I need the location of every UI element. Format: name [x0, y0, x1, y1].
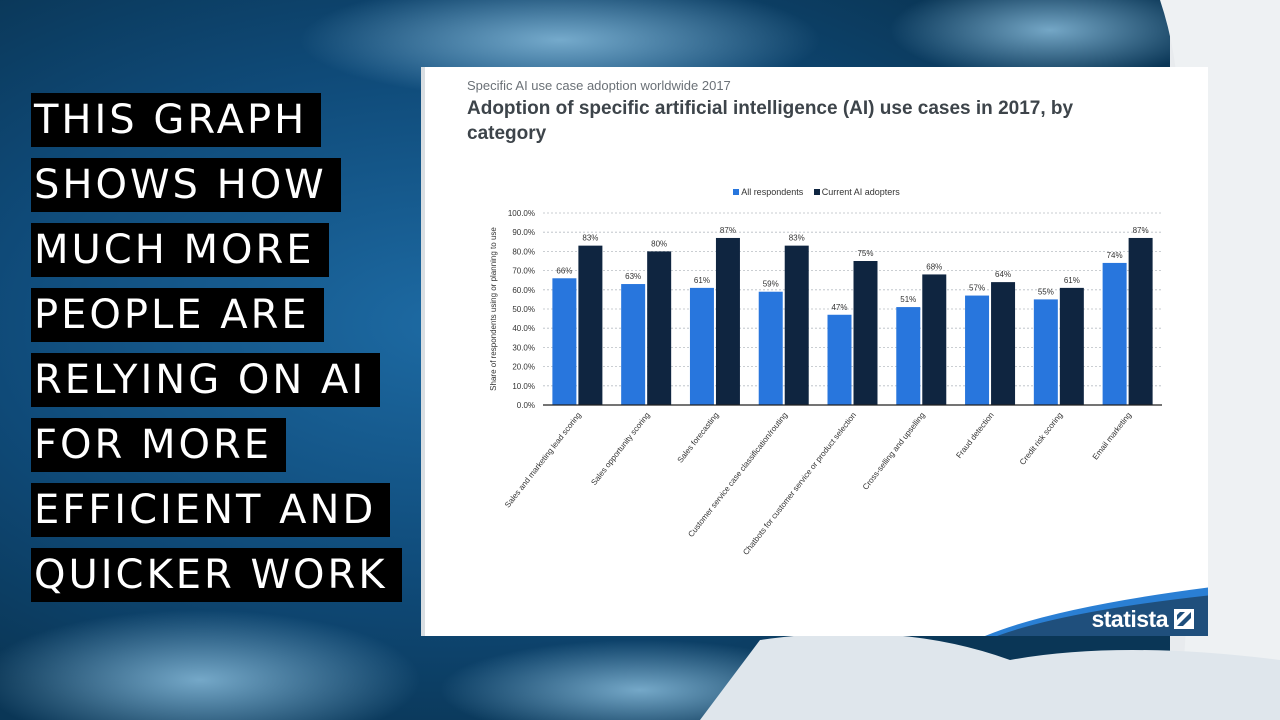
statista-brand: statista	[1091, 606, 1194, 632]
slide-caption: THIS GRAPH SHOWS HOW MUCH MORE PEOPLE AR…	[31, 93, 411, 613]
caption-line: QUICKER WORK	[31, 548, 402, 602]
legend-item-current-ai-adopters[interactable]: Current AI adopters	[813, 187, 900, 197]
bar	[552, 278, 577, 405]
y-tick-label: 30.0%	[512, 343, 535, 352]
y-tick-label: 0.0%	[517, 401, 535, 410]
data-label: 87%	[1133, 226, 1149, 235]
y-axis-label: Share of respondents using or planning t…	[489, 227, 498, 391]
y-tick-label: 90.0%	[512, 228, 535, 237]
y-tick-label: 20.0%	[512, 363, 535, 372]
legend-item-all-respondents[interactable]: All respondents	[733, 187, 803, 197]
legend-swatch	[813, 189, 820, 195]
y-tick-label: 70.0%	[512, 267, 535, 276]
data-label: 66%	[556, 266, 572, 275]
data-label: 51%	[900, 295, 916, 304]
x-tick-label: Email marketing	[1091, 411, 1133, 462]
caption-line: THIS GRAPH	[31, 93, 322, 147]
data-label: 61%	[1064, 276, 1080, 285]
chart-title: Adoption of specific artificial intellig…	[467, 98, 1074, 144]
x-tick-label: Fraud detection	[954, 411, 995, 460]
data-label: 47%	[831, 303, 847, 312]
chart-legend: All respondents Current AI adopters	[425, 187, 1208, 197]
bar	[784, 245, 809, 405]
y-tick-label: 50.0%	[512, 305, 535, 314]
statista-logo-icon	[1174, 609, 1194, 629]
data-label: 80%	[651, 239, 667, 248]
y-tick-label: 80.0%	[512, 247, 535, 256]
data-label: 55%	[1038, 287, 1054, 296]
brand-wave	[985, 587, 1208, 636]
legend-swatch	[733, 189, 740, 195]
bar	[621, 284, 646, 405]
bar	[991, 282, 1016, 405]
bar	[1128, 237, 1153, 405]
data-label: 83%	[789, 234, 805, 243]
bar	[578, 245, 603, 405]
legend-label: All respondents	[741, 187, 804, 197]
bar-chart: 0.0% 10.0% 20.0% 30.0% 40.0% 50.0% 60.0% 70.0% 8…	[489, 209, 1162, 557]
bar	[922, 274, 947, 405]
bar	[1059, 287, 1084, 405]
data-label: 63%	[625, 272, 641, 281]
bar	[758, 291, 783, 405]
x-tick-label: Sales forecasting	[676, 411, 721, 465]
bar	[1033, 299, 1058, 405]
caption-line: SHOWS HOW	[31, 158, 341, 212]
chart-panel: Specific AI use case adoption worldwide …	[421, 67, 1208, 636]
bar	[827, 314, 852, 405]
data-label: 59%	[763, 280, 779, 289]
data-label: 57%	[969, 284, 985, 293]
data-label: 61%	[694, 276, 710, 285]
caption-line: PEOPLE ARE	[31, 288, 324, 342]
caption-line: MUCH MORE	[31, 223, 329, 277]
data-label: 75%	[857, 249, 873, 258]
y-tick-label: 100.0%	[508, 209, 535, 218]
chart-subtitle: Specific AI use case adoption worldwide …	[467, 78, 731, 93]
data-label: 87%	[720, 226, 736, 235]
data-label: 74%	[1107, 251, 1123, 260]
bar	[715, 237, 740, 405]
bar	[1102, 262, 1127, 405]
bar	[689, 287, 714, 405]
bar	[896, 307, 921, 405]
data-label: 64%	[995, 270, 1011, 279]
bar	[647, 251, 672, 405]
y-tick-label: 60.0%	[512, 286, 535, 295]
y-tick-label: 10.0%	[512, 382, 535, 391]
x-tick-label: Chatbots for customer service or product…	[741, 411, 858, 557]
x-tick-label: Sales opportunity scoring	[589, 411, 651, 487]
legend-label: Current AI adopters	[821, 187, 900, 197]
caption-line: FOR MORE	[31, 418, 287, 472]
brand-name: statista	[1091, 605, 1168, 632]
bar	[853, 261, 878, 405]
x-tick-label: Cross-selling and upselling	[861, 411, 927, 492]
y-tick-label: 40.0%	[512, 324, 535, 333]
bar	[965, 295, 990, 405]
data-label: 83%	[582, 234, 598, 243]
caption-line: EFFICIENT AND	[31, 483, 391, 537]
data-label: 68%	[926, 262, 942, 271]
x-tick-label: Credit risk scoring	[1018, 411, 1065, 467]
caption-line: RELYING ON AI	[31, 353, 381, 407]
x-tick-label: Sales and marketing lead scoring	[503, 411, 583, 510]
